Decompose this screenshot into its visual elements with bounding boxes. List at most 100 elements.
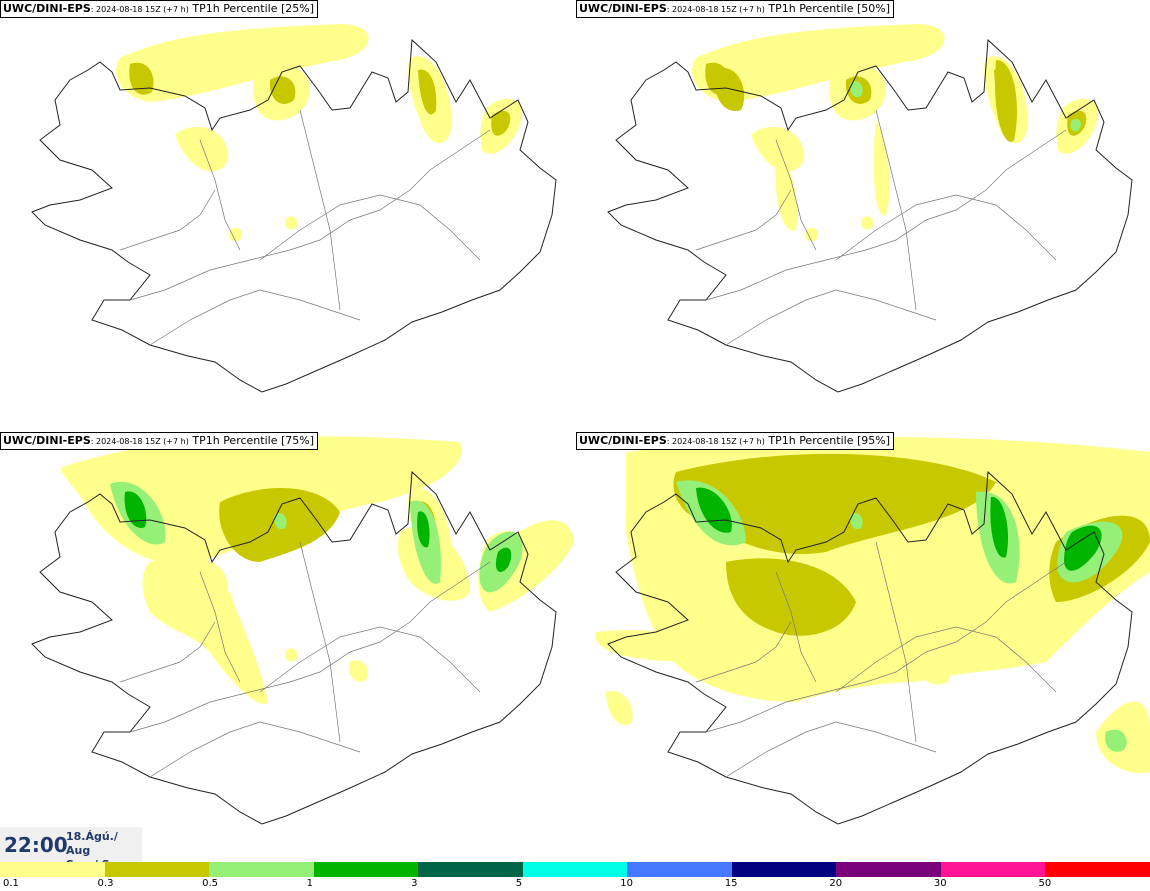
colorbar-label: 30 <box>933 878 947 889</box>
precip-area <box>691 24 945 102</box>
coastline <box>607 38 1133 393</box>
road-line <box>705 561 1067 733</box>
precip-area <box>860 216 874 230</box>
precip-area <box>418 69 437 115</box>
map-p25 <box>31 24 557 393</box>
precip-area <box>775 150 798 231</box>
colorbar-swatch <box>627 862 732 877</box>
road-line <box>129 129 491 301</box>
coastline <box>607 470 1133 825</box>
colorbar-swatch <box>209 862 314 877</box>
precip-area <box>696 487 732 533</box>
road-line <box>725 721 937 778</box>
colorbar-swatch <box>940 862 1046 877</box>
precip-area <box>606 691 633 726</box>
road-line <box>259 626 481 693</box>
colorbar-swatch <box>418 862 523 877</box>
precip-area <box>142 559 268 704</box>
precip-area <box>850 512 863 530</box>
colorbar-swatch <box>731 862 837 877</box>
valid-time: 22:00 <box>4 833 68 857</box>
precip-layer <box>691 24 1098 242</box>
panel-title: UWC/DINI-EPS: 2024-08-18 15Z (+7 h) TP1h… <box>576 0 894 18</box>
colorbar-swatch <box>0 862 105 877</box>
map-p95 <box>595 437 1150 825</box>
panel-title: UWC/DINI-EPS: 2024-08-18 15Z (+7 h) TP1h… <box>576 432 894 450</box>
precip-area <box>417 511 430 548</box>
valid-time-box: 22:00 18.Ágú./ Aug Sun./ Sun <box>0 827 142 871</box>
road-line <box>149 721 361 778</box>
map-panel-50: UWC/DINI-EPS: 2024-08-18 15Z (+7 h) TP1h… <box>576 0 1150 430</box>
road-line <box>149 289 361 346</box>
colorbar-labels: 0.1 0.3 0.5 1 3 5 10 15 20 30 50 <box>0 877 1150 891</box>
precip-area <box>284 216 298 230</box>
colorbar-label: 0.5 <box>202 878 218 889</box>
map-p75 <box>31 436 574 825</box>
colorbar-label: 15 <box>724 878 738 889</box>
precip-area <box>726 558 856 636</box>
road-line <box>705 129 1067 301</box>
road-line <box>835 194 1057 261</box>
precip-area <box>491 110 511 136</box>
panel-title: UWC/DINI-EPS: 2024-08-18 15Z (+7 h) TP1h… <box>0 0 318 18</box>
colorbar-label: 0.3 <box>97 878 114 889</box>
precip-area <box>1070 118 1081 132</box>
precip-area <box>850 80 863 98</box>
precip-area <box>1105 729 1127 752</box>
precip-area <box>595 630 726 662</box>
precip-area <box>349 660 368 682</box>
colorbar-swatch <box>1045 862 1150 877</box>
precip-area <box>228 227 243 242</box>
colorbar-label: 20 <box>829 878 843 889</box>
map-panel-25: UWC/DINI-EPS: 2024-08-18 15Z (+7 h) TP1h… <box>0 0 574 430</box>
road-line <box>129 561 491 733</box>
road-line <box>835 626 1057 693</box>
panel-title: UWC/DINI-EPS: 2024-08-18 15Z (+7 h) TP1h… <box>0 432 318 450</box>
road-line <box>875 541 917 743</box>
precip-area <box>673 453 996 554</box>
road-line <box>695 621 792 683</box>
road-line <box>775 139 817 251</box>
road-line <box>875 109 917 311</box>
colorbar-label: 10 <box>620 878 633 889</box>
road-line <box>299 541 341 743</box>
precip-area <box>715 68 745 111</box>
precip-area <box>124 491 147 528</box>
map-panel-95: UWC/DINI-EPS: 2024-08-18 15Z (+7 h) TP1h… <box>576 432 1150 862</box>
road-line <box>775 571 817 683</box>
colorbar-swatch <box>836 862 941 877</box>
valid-date-line1: 18.Ágú./ Aug <box>66 830 118 857</box>
precip-area <box>115 24 369 102</box>
precip-layer <box>595 437 1150 773</box>
precip-area <box>804 227 819 242</box>
colorbar-label: 0.1 <box>3 878 19 889</box>
road-line <box>199 139 241 251</box>
road-line <box>119 189 216 251</box>
colorbar-swatch <box>313 862 419 877</box>
colorbar-label: 5 <box>515 878 523 889</box>
map-p50 <box>607 24 1133 393</box>
road-line <box>299 109 341 311</box>
precip-layer <box>115 24 522 242</box>
precip-area <box>915 649 950 685</box>
coastline <box>31 470 557 825</box>
precip-area <box>284 648 298 662</box>
colorbar-swatch <box>522 862 628 877</box>
colorbar-label: 3 <box>411 878 418 889</box>
map-panel-75: UWC/DINI-EPS: 2024-08-18 15Z (+7 h) TP1h… <box>0 432 574 862</box>
colorbar-label: 1 <box>306 878 313 889</box>
precip-area <box>751 127 805 172</box>
coastline <box>31 38 557 393</box>
precip-area <box>873 120 890 216</box>
precip-area <box>995 60 1017 142</box>
colorbar-swatch <box>104 862 210 877</box>
precip-area <box>129 62 154 95</box>
colorbar <box>0 862 1150 877</box>
road-line <box>199 571 241 683</box>
road-line <box>119 621 216 683</box>
precip-layer <box>60 436 574 704</box>
precip-area <box>274 512 287 530</box>
precip-area <box>495 547 512 572</box>
precip-area <box>1064 525 1102 571</box>
colorbar-label: 50 <box>1038 878 1052 889</box>
